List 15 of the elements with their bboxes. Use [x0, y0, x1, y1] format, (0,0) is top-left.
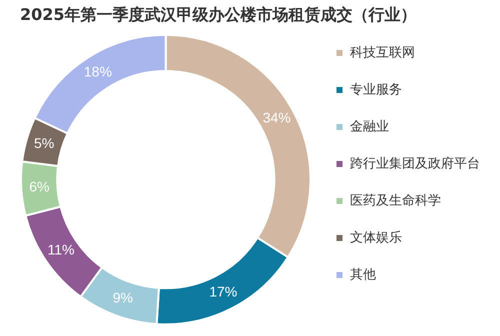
- legend-label: 医药及生命科学: [350, 193, 441, 208]
- data-label: 18%: [84, 64, 112, 80]
- legend-label: 科技互联网: [350, 45, 415, 60]
- data-label: 11%: [48, 242, 74, 258]
- data-label: 17%: [209, 283, 238, 300]
- data-label: 9%: [112, 290, 133, 306]
- legend-label: 专业服务: [350, 82, 402, 98]
- chart-title: 2025年第一季度武汉甲级办公楼市场租赁成交（行业）: [20, 4, 417, 24]
- legend-label: 其他: [350, 267, 376, 282]
- legend-label: 金融业: [350, 119, 389, 134]
- legend-label: 跨行业集团及政府平台: [350, 155, 480, 172]
- data-label: 6%: [29, 178, 50, 194]
- data-label: 34%: [262, 109, 291, 126]
- legend-label: 文体娱乐: [350, 230, 402, 246]
- data-label: 5%: [34, 135, 54, 152]
